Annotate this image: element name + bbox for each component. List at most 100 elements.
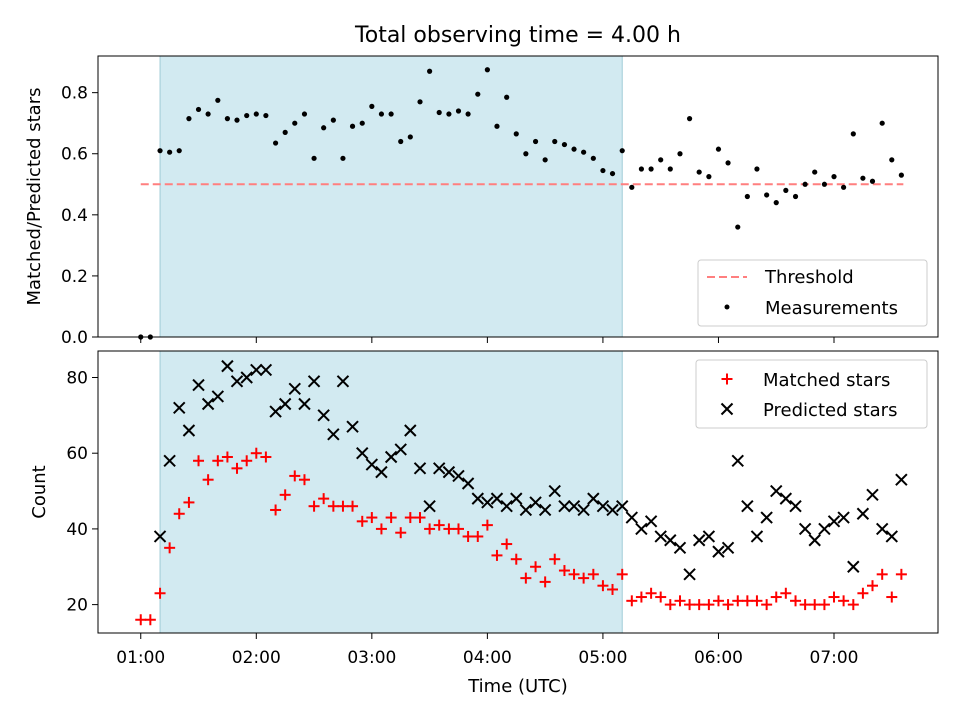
matched-stars-point [732, 595, 744, 607]
top-legend-box [697, 259, 928, 327]
measurement-point [523, 151, 529, 157]
matched-stars-point [876, 568, 888, 580]
predicted-stars-point [837, 511, 850, 524]
matched-stars-point [260, 451, 272, 463]
measurement-point [638, 166, 645, 172]
predicted-stars-point [538, 503, 552, 517]
matched-stars-point [231, 462, 243, 474]
matched-stars-point [886, 591, 898, 603]
matched-stars-point [712, 595, 724, 607]
measurement-point [205, 111, 211, 117]
matched-stars-point [183, 496, 195, 508]
measurement-point [735, 224, 741, 230]
predicted-stars-point [490, 492, 504, 505]
matched-stars-point [790, 595, 802, 607]
predicted-stars-point [269, 405, 282, 418]
measurement-point [898, 172, 904, 178]
measurement-point [686, 116, 693, 122]
matched-stars-point [221, 451, 233, 463]
matched-stars-point [443, 523, 455, 535]
bottom-legend-box [695, 359, 928, 429]
matched-stars-point [626, 595, 638, 607]
measurement-point [561, 141, 568, 148]
measurement-point [398, 138, 404, 145]
predicted-stars-point [221, 359, 234, 373]
predicted-stars-point [259, 363, 273, 377]
matched-stars-point [828, 591, 840, 603]
measurement-point [812, 169, 818, 175]
predicted-stars-point [346, 420, 359, 433]
predicted-stars-point [760, 511, 773, 524]
matched-stars-point [780, 587, 792, 599]
predicted-stars-point [875, 522, 889, 536]
predicted-stars-point [327, 428, 340, 441]
measurement-point [831, 174, 837, 180]
predicted-stars-point [779, 492, 793, 505]
predicted-stars-point [471, 492, 484, 505]
predicted-stars-point [365, 458, 379, 471]
matched-stars-point [433, 519, 445, 531]
predicted-stars-point [673, 541, 687, 555]
predicted-stars-point [548, 484, 561, 498]
predicted-stars-point [404, 424, 417, 437]
matched-stars-point [241, 455, 253, 467]
predicted-stars-point [741, 499, 754, 513]
matched-stars-point [491, 549, 503, 561]
matched-stars-point [741, 595, 753, 607]
measurement-point [677, 151, 683, 157]
matched-stars-point [597, 580, 609, 592]
predicted-stars-point [182, 424, 196, 437]
matched-stars-point [193, 455, 205, 467]
matched-stars-point [549, 553, 561, 565]
matched-stars-point [799, 599, 811, 611]
matched-stars-point [558, 565, 570, 577]
bottom-axes-frame [97, 350, 939, 634]
measurement-point [696, 169, 702, 175]
matched-stars-point [452, 523, 464, 535]
matched-stars-point [847, 599, 859, 611]
predicted-stars-point [712, 545, 725, 558]
matched-stars-point [722, 599, 734, 611]
measurement-point [754, 166, 760, 172]
matched-stars-point [366, 512, 378, 524]
measurement-point [427, 68, 433, 74]
predicted-stars-point [442, 465, 456, 479]
matched-stars-point [308, 500, 320, 512]
matched-stars-point [481, 519, 493, 531]
top-y-tick-label: 0.8 [61, 84, 88, 104]
matched-stars-point [674, 595, 686, 607]
bottom-legend: Matched stars Predicted stars [695, 359, 928, 429]
matched-stars-point [635, 591, 647, 603]
measurement-point [465, 111, 471, 117]
predicted-stars-point [163, 454, 176, 467]
matched-stars-point [818, 599, 830, 611]
measurement-point [311, 155, 317, 161]
predicted-stars-layer [153, 359, 908, 581]
predicted-stars-point [250, 363, 263, 377]
bottom-y-tick-label: 20 [66, 596, 88, 616]
figure-title: Total observing time = 4.00 h [354, 23, 681, 48]
matched-stars-point [568, 568, 580, 580]
matched-stars-point [857, 587, 869, 599]
top-legend: Threshold Measurements [697, 259, 928, 327]
predicted-stars-point [596, 499, 610, 513]
measurement-point [869, 178, 876, 184]
bottom-y-tick-label: 40 [66, 520, 88, 540]
x-tick-label: 06:00 [694, 648, 743, 668]
predicted-stars-point [818, 522, 831, 536]
predicted-stars-point [847, 560, 860, 573]
bottom-x-axis-ticks: 01:00 02:00 03:00 04:00 05:00 06:00 07:00 [116, 633, 859, 668]
measurement-point [542, 157, 548, 163]
matched-stars-point [164, 542, 176, 554]
predicted-stars-point [384, 450, 398, 464]
matched-stars-point [337, 500, 349, 512]
measurement-point [388, 111, 394, 117]
predicted-stars-point [356, 446, 369, 460]
bottom-y-tick-label: 60 [66, 444, 88, 464]
legend-measurements-label: Measurements [765, 298, 898, 319]
matched-stars-point [279, 489, 291, 501]
measurement-point [783, 187, 789, 193]
predicted-stars-point [240, 371, 253, 384]
measurement-point [841, 184, 847, 190]
